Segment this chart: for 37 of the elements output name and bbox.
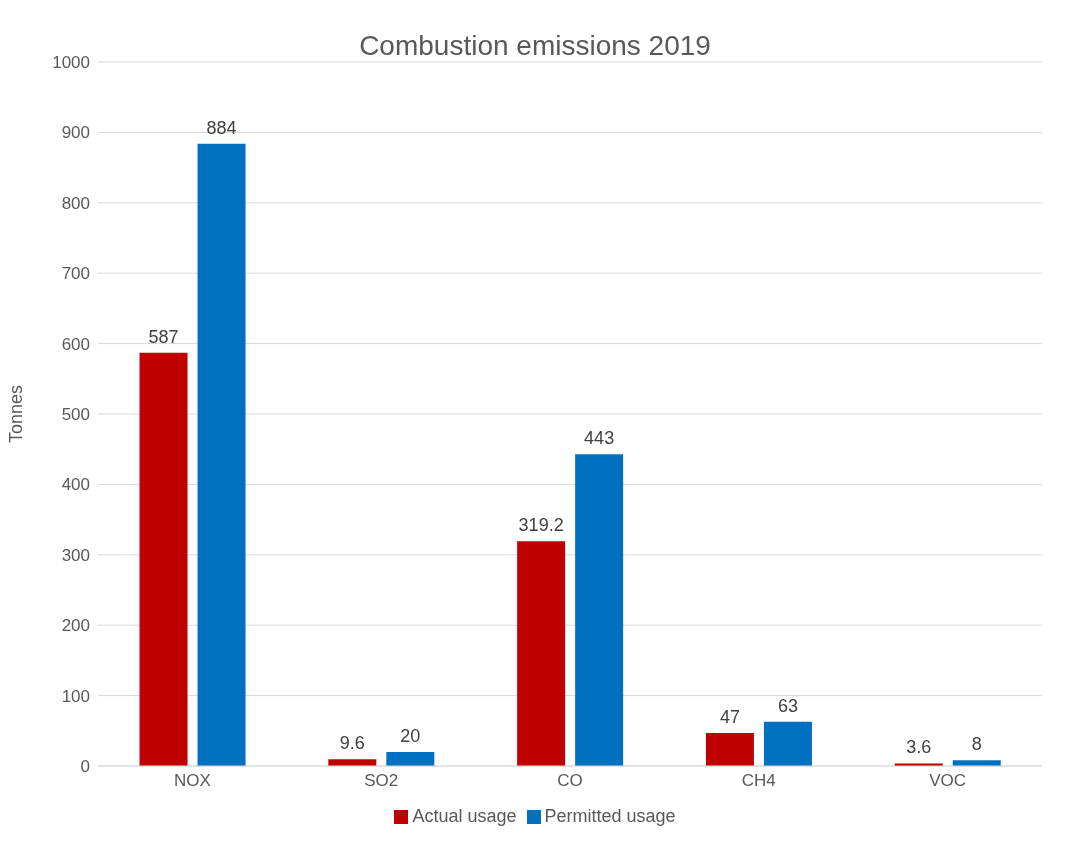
y-tick-label: 400 [61,475,90,495]
data-label: 47 [719,706,740,727]
y-tick-label: 900 [61,123,90,143]
x-tick-label: SO2 [364,771,399,791]
x-tick-label: VOC [929,771,967,791]
y-tick-label: 1000 [52,53,90,73]
data-label: 443 [584,428,615,449]
y-tick-label: 600 [61,334,90,354]
bar [386,751,435,766]
data-label: 63 [777,695,798,716]
y-tick-label: 800 [61,193,90,213]
bar [197,143,246,766]
bar [705,732,754,766]
data-label: 587 [148,326,179,347]
y-axis-title: Tonnes [6,384,27,444]
legend-label: Actual usage [412,806,517,826]
y-tick-label: 300 [61,545,90,565]
y-tick-label: 200 [61,616,90,636]
data-label: 20 [400,725,421,746]
legend-label: Permitted usage [544,806,676,826]
y-tick-label: 500 [61,405,90,425]
data-label: 884 [206,117,237,138]
y-tick-label: 100 [61,686,90,706]
data-label: 8 [971,734,982,755]
bar [763,721,812,766]
y-tick-label: 0 [80,757,90,777]
y-tick-label: 700 [61,264,90,284]
data-label: 3.6 [906,737,932,758]
chart-title: Combustion emissions 2019 [359,30,711,61]
data-label: 319.2 [518,515,564,536]
x-tick-label: CO [557,771,583,791]
bar [517,541,566,766]
data-label: 9.6 [339,733,365,754]
bar [575,454,624,766]
bar [139,352,188,766]
x-tick-label: CH4 [741,771,776,791]
x-tick-label: NOX [173,771,211,791]
